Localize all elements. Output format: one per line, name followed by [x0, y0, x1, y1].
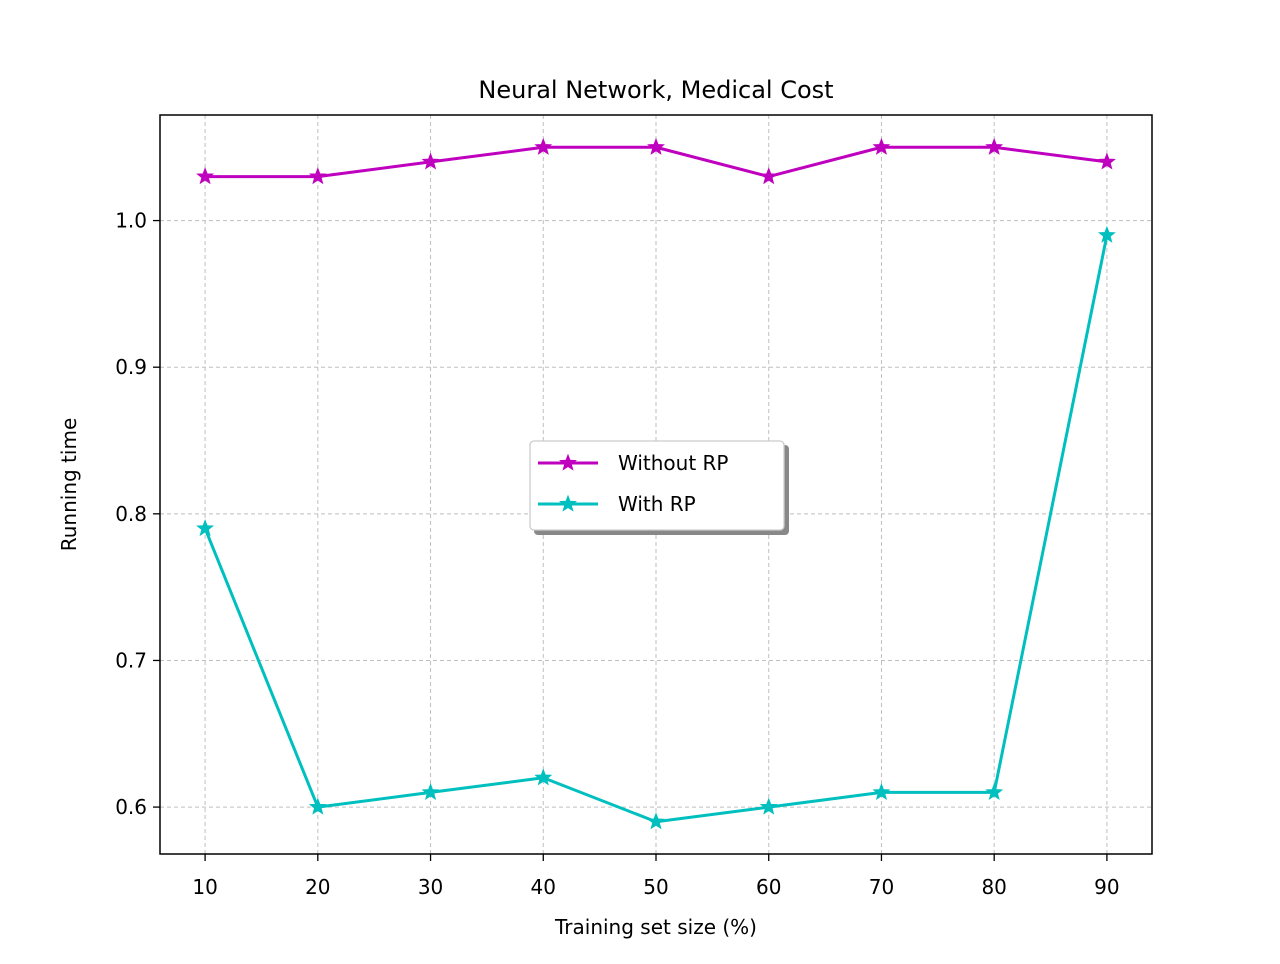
x-tick-label: 60	[756, 875, 781, 899]
data-point	[421, 152, 440, 170]
data-point	[421, 783, 440, 801]
x-tick-label: 40	[531, 875, 556, 899]
data-point	[985, 137, 1004, 155]
legend-item: With RP	[538, 492, 696, 516]
axis-ticks: 10 20 30 40 50 60 70 80 90 0.6 0.7 0.8 0.9 1.0	[115, 209, 1119, 899]
y-axis-label: Running time	[57, 418, 81, 552]
data-point	[985, 783, 1004, 801]
chart-title: Neural Network, Medical Cost	[478, 76, 833, 104]
x-tick-label: 80	[981, 875, 1006, 899]
x-tick-label: 10	[192, 875, 217, 899]
data-point	[872, 137, 891, 155]
legend-marker	[559, 453, 577, 471]
data-point	[759, 167, 778, 185]
y-tick-label: 0.9	[115, 355, 147, 379]
legend-marker	[559, 494, 577, 512]
data-point	[1097, 225, 1116, 243]
x-tick-label: 90	[1094, 875, 1119, 899]
data-point	[308, 167, 327, 185]
data-point	[196, 167, 215, 185]
data-point	[196, 519, 215, 537]
data-point	[534, 768, 553, 786]
x-tick-label: 50	[643, 875, 668, 899]
data-point	[647, 137, 665, 155]
y-tick-label: 0.6	[115, 795, 147, 819]
data-point	[872, 783, 891, 801]
data-point	[308, 797, 327, 815]
data-point	[534, 137, 553, 155]
y-tick-label: 0.7	[115, 648, 147, 672]
data-point	[759, 797, 778, 815]
y-tick-label: 0.8	[115, 502, 147, 526]
series-group	[196, 137, 1116, 830]
legend-label: Without RP	[618, 451, 728, 475]
x-tick-label: 70	[869, 875, 894, 899]
x-tick-label: 30	[418, 875, 443, 899]
y-tick-label: 1.0	[115, 209, 147, 233]
series-2	[196, 225, 1116, 830]
series-1	[196, 137, 1116, 185]
grid-lines	[160, 115, 1152, 854]
data-point	[647, 812, 665, 830]
legend-item: Without RP	[538, 451, 728, 475]
x-axis-label: Training set size (%)	[554, 915, 757, 939]
data-point	[1097, 152, 1116, 170]
x-tick-label: 20	[305, 875, 330, 899]
legend-label: With RP	[618, 492, 696, 516]
legend: Without RP With RP	[529, 440, 789, 535]
